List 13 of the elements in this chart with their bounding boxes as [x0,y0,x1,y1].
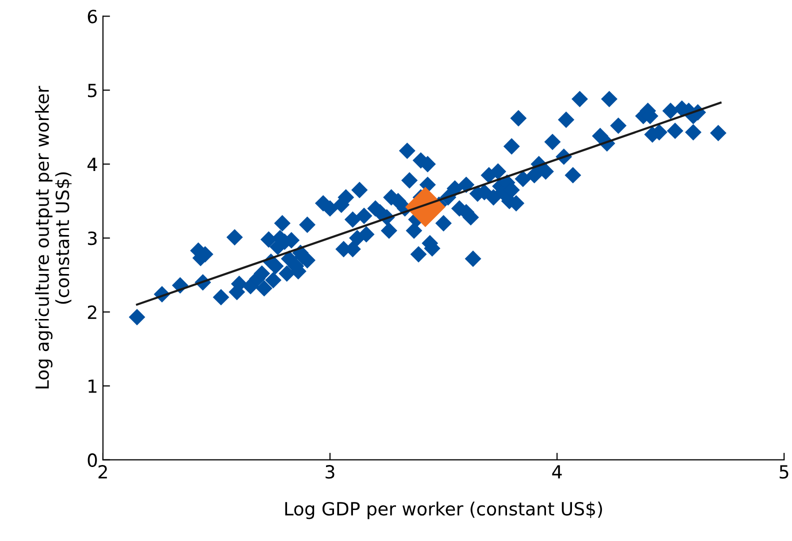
y-tick-label: 4 [87,158,98,171]
y-tick-label: 1 [88,380,96,393]
x-axis-title: Log GDP per worker (constant US$) [285,502,602,520]
y-tick-label: 2 [88,305,96,319]
y-tick-label: 6 [88,10,97,24]
y-axis-title: Log agriculture output per worker (constant US$) [35,86,72,388]
x-tick-label: 5 [780,465,788,479]
y-tick-label: 3 [88,232,97,246]
y-tick-label: 0 [88,453,97,467]
x-tick-label: 4 [552,465,562,478]
x-tick-label: 2 [98,465,107,478]
y-tick-label: 5 [88,84,97,98]
x-tick-label: 3 [326,465,334,479]
